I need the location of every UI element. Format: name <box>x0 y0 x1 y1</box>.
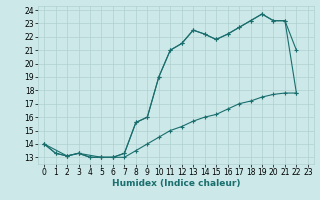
X-axis label: Humidex (Indice chaleur): Humidex (Indice chaleur) <box>112 179 240 188</box>
